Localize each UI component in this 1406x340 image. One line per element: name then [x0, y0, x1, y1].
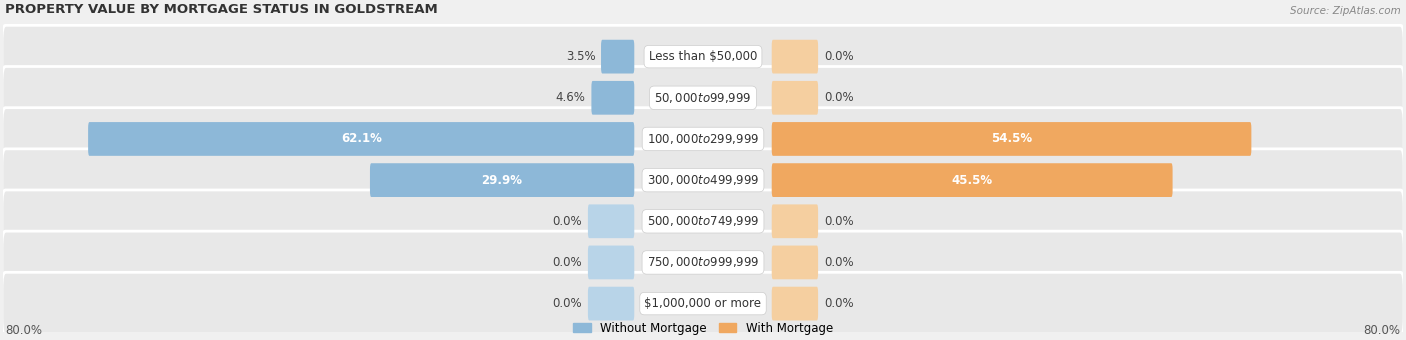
Text: $1,000,000 or more: $1,000,000 or more: [644, 297, 762, 310]
FancyBboxPatch shape: [772, 122, 1251, 156]
Text: Less than $50,000: Less than $50,000: [648, 50, 758, 63]
Text: Source: ZipAtlas.com: Source: ZipAtlas.com: [1289, 6, 1400, 16]
Text: 29.9%: 29.9%: [482, 174, 523, 187]
FancyBboxPatch shape: [1, 272, 1405, 335]
Text: 0.0%: 0.0%: [824, 91, 853, 104]
Text: $750,000 to $999,999: $750,000 to $999,999: [647, 255, 759, 269]
Text: PROPERTY VALUE BY MORTGAGE STATUS IN GOLDSTREAM: PROPERTY VALUE BY MORTGAGE STATUS IN GOL…: [6, 3, 439, 16]
FancyBboxPatch shape: [588, 245, 634, 279]
Text: 3.5%: 3.5%: [565, 50, 595, 63]
FancyBboxPatch shape: [1, 108, 1405, 170]
Text: $300,000 to $499,999: $300,000 to $499,999: [647, 173, 759, 187]
Text: 80.0%: 80.0%: [1364, 324, 1400, 337]
Text: 0.0%: 0.0%: [824, 215, 853, 228]
FancyBboxPatch shape: [772, 40, 818, 73]
FancyBboxPatch shape: [1, 231, 1405, 294]
FancyBboxPatch shape: [772, 163, 1173, 197]
Text: 45.5%: 45.5%: [952, 174, 993, 187]
FancyBboxPatch shape: [600, 40, 634, 73]
FancyBboxPatch shape: [772, 287, 818, 321]
Text: 0.0%: 0.0%: [553, 297, 582, 310]
Text: 54.5%: 54.5%: [991, 133, 1032, 146]
Text: 80.0%: 80.0%: [6, 324, 42, 337]
FancyBboxPatch shape: [89, 122, 634, 156]
Text: 62.1%: 62.1%: [340, 133, 381, 146]
FancyBboxPatch shape: [1, 149, 1405, 211]
FancyBboxPatch shape: [1, 67, 1405, 129]
Text: $500,000 to $749,999: $500,000 to $749,999: [647, 214, 759, 228]
Text: 0.0%: 0.0%: [824, 297, 853, 310]
Text: 0.0%: 0.0%: [553, 256, 582, 269]
FancyBboxPatch shape: [592, 81, 634, 115]
Text: 0.0%: 0.0%: [553, 215, 582, 228]
FancyBboxPatch shape: [370, 163, 634, 197]
FancyBboxPatch shape: [772, 204, 818, 238]
FancyBboxPatch shape: [772, 81, 818, 115]
Legend: Without Mortgage, With Mortgage: Without Mortgage, With Mortgage: [568, 317, 838, 339]
Text: 0.0%: 0.0%: [824, 256, 853, 269]
Text: $100,000 to $299,999: $100,000 to $299,999: [647, 132, 759, 146]
FancyBboxPatch shape: [588, 287, 634, 321]
FancyBboxPatch shape: [772, 245, 818, 279]
FancyBboxPatch shape: [1, 190, 1405, 253]
Text: 4.6%: 4.6%: [555, 91, 586, 104]
Text: $50,000 to $99,999: $50,000 to $99,999: [654, 91, 752, 105]
FancyBboxPatch shape: [588, 204, 634, 238]
FancyBboxPatch shape: [1, 26, 1405, 88]
Text: 0.0%: 0.0%: [824, 50, 853, 63]
